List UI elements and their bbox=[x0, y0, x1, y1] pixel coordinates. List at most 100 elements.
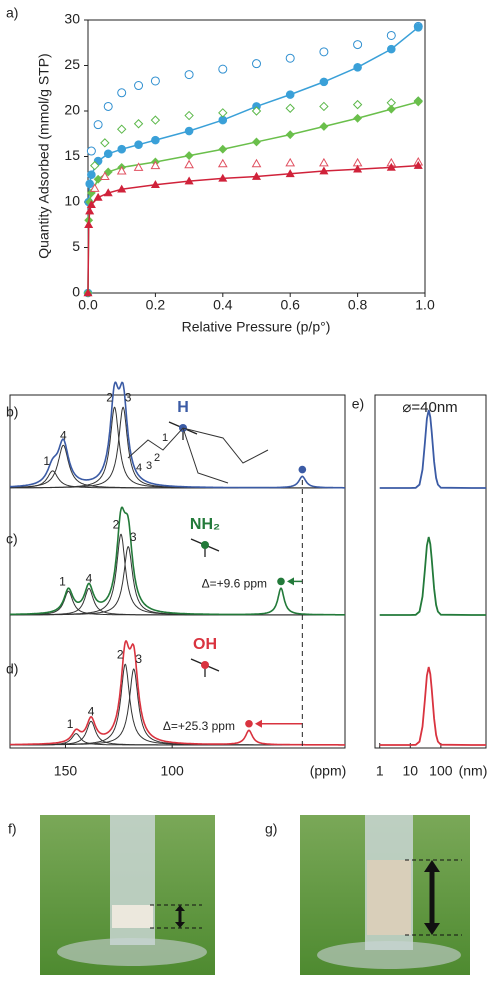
marker bbox=[184, 176, 194, 185]
marker bbox=[319, 166, 329, 175]
substituent-dot bbox=[201, 541, 209, 549]
marker bbox=[117, 144, 126, 154]
photo-f bbox=[40, 815, 215, 975]
marker bbox=[218, 144, 228, 154]
x-tick-label: 1 bbox=[376, 763, 384, 779]
x-tick-label: 1.0 bbox=[415, 297, 435, 313]
substituent-label: OH bbox=[193, 636, 217, 653]
peak-dot bbox=[298, 465, 307, 474]
marker bbox=[413, 160, 423, 169]
marker bbox=[86, 200, 96, 209]
shift-annotation: Δ=+9.6 ppm bbox=[202, 577, 267, 591]
x-tick-label: 0.4 bbox=[213, 297, 233, 313]
y-tick-label: 0 bbox=[72, 284, 80, 300]
marker bbox=[150, 76, 160, 86]
component-peak bbox=[10, 587, 345, 616]
marker bbox=[285, 53, 295, 63]
substituent-label: H bbox=[177, 399, 189, 416]
marker bbox=[83, 288, 93, 297]
marker bbox=[251, 158, 262, 168]
marker bbox=[184, 159, 194, 169]
spectrum bbox=[10, 640, 345, 746]
marker bbox=[352, 99, 363, 110]
peak-label: 3 bbox=[135, 652, 142, 666]
peak-dot bbox=[245, 719, 253, 728]
marker bbox=[252, 137, 261, 147]
component-peak bbox=[10, 444, 345, 489]
marker bbox=[150, 180, 160, 189]
peak-label: 1 bbox=[43, 454, 50, 468]
y-tick-label: 15 bbox=[64, 147, 80, 163]
component-peak bbox=[10, 668, 345, 746]
photo-g bbox=[300, 815, 470, 975]
marker bbox=[184, 151, 194, 161]
marker bbox=[217, 158, 228, 168]
marker bbox=[151, 135, 160, 145]
peak-label: 2 bbox=[106, 390, 113, 404]
powder bbox=[367, 860, 411, 935]
y-axis-label: Quantity Adsorbed (mmol/g STP) bbox=[36, 53, 52, 258]
marker bbox=[84, 220, 94, 229]
marker bbox=[103, 101, 113, 111]
structure-label: 4 bbox=[136, 462, 142, 474]
panel-label: d) bbox=[6, 661, 18, 677]
plot-frame bbox=[9, 394, 346, 749]
x-tick-label: 100 bbox=[160, 763, 184, 779]
marker bbox=[319, 77, 329, 87]
marker bbox=[319, 101, 329, 112]
marker bbox=[85, 179, 94, 189]
substituent-label: NH₂ bbox=[190, 516, 220, 533]
marker bbox=[103, 188, 113, 197]
x-tick-label: 10 bbox=[403, 763, 419, 779]
peak-label: 4 bbox=[60, 428, 67, 442]
peak-label: 3 bbox=[125, 390, 132, 404]
peak-label: 1 bbox=[67, 717, 74, 731]
marker bbox=[251, 171, 262, 180]
marker bbox=[85, 206, 95, 215]
series-line bbox=[87, 26, 419, 294]
y-tick-label: 25 bbox=[64, 56, 80, 72]
panel-label: b) bbox=[6, 404, 18, 420]
panel-label: c) bbox=[6, 531, 18, 547]
marker bbox=[386, 30, 396, 40]
shift-annotation: Δ=+25.3 ppm bbox=[163, 719, 235, 733]
panel-label: e) bbox=[352, 396, 364, 412]
molecule bbox=[127, 427, 269, 484]
powder bbox=[112, 905, 153, 928]
marker bbox=[93, 120, 103, 130]
marker bbox=[117, 184, 127, 193]
panel-label: g) bbox=[265, 821, 277, 837]
spectrum bbox=[10, 381, 345, 489]
cylinder-base bbox=[57, 938, 207, 966]
marker bbox=[133, 119, 144, 129]
marker bbox=[319, 47, 329, 57]
peak-label: 2 bbox=[113, 517, 120, 531]
x-tick-label: 0.2 bbox=[146, 297, 166, 313]
marker bbox=[87, 170, 96, 179]
marker bbox=[134, 81, 144, 91]
marker bbox=[251, 106, 262, 116]
peak-label: 3 bbox=[130, 530, 137, 544]
marker bbox=[285, 103, 295, 113]
marker bbox=[184, 110, 194, 121]
component-peak bbox=[10, 546, 345, 616]
marker bbox=[386, 162, 396, 171]
y-tick-label: 20 bbox=[64, 102, 80, 118]
peak-label: 4 bbox=[88, 704, 95, 718]
peak-label: 4 bbox=[86, 572, 93, 586]
marker bbox=[285, 130, 295, 140]
marker bbox=[353, 113, 363, 123]
marker bbox=[150, 160, 161, 170]
y-tick-label: 30 bbox=[64, 11, 80, 27]
cylinder-base bbox=[317, 941, 461, 969]
structure-label: 2 bbox=[154, 452, 160, 464]
peak-label: 1 bbox=[59, 574, 66, 588]
marker bbox=[285, 157, 296, 167]
size-distribution bbox=[379, 666, 486, 746]
marker bbox=[133, 162, 144, 171]
x-tick-label: 100 bbox=[429, 763, 453, 779]
marker bbox=[184, 70, 194, 80]
marker bbox=[353, 40, 363, 50]
marker bbox=[285, 90, 295, 99]
marker bbox=[353, 63, 362, 72]
